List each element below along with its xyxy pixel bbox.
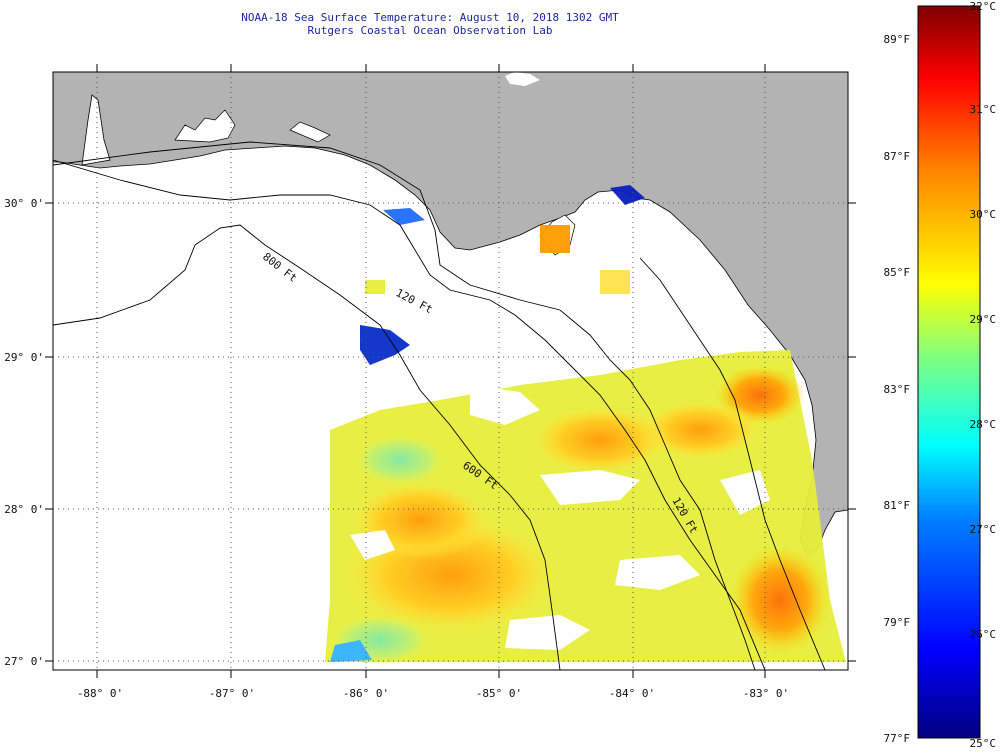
fahrenheit-label: 83°F <box>884 383 911 396</box>
lon-label: -88° 0' <box>77 687 123 700</box>
colorbar: 89°F 87°F 85°F 83°F 81°F 79°F 77°F 32°C … <box>884 0 997 750</box>
celsius-label: 26°C <box>970 628 997 641</box>
celsius-label: 29°C <box>970 313 997 326</box>
fahrenheit-label: 79°F <box>884 616 911 629</box>
map-frame <box>52 71 849 671</box>
colorbar-celsius-labels: 32°C 31°C 30°C 29°C 28°C 27°C 26°C 25°C <box>970 0 997 750</box>
celsius-label: 32°C <box>970 0 997 13</box>
lon-label: -84° 0' <box>609 687 655 700</box>
lat-label: 28° 0' <box>4 503 44 516</box>
colorbar-gradient <box>917 5 981 739</box>
fahrenheit-label: 85°F <box>884 266 911 279</box>
latitude-labels: 30° 0' 29° 0' 28° 0' 27° 0' <box>4 197 44 668</box>
celsius-label: 28°C <box>970 418 997 431</box>
map-subtitle: Rutgers Coastal Ocean Observation Lab <box>307 24 553 37</box>
fahrenheit-label: 89°F <box>884 33 911 46</box>
mobile-bay-peninsula <box>81 94 111 166</box>
lon-label: -86° 0' <box>343 687 389 700</box>
lon-label: -85° 0' <box>476 687 522 700</box>
map-title: NOAA-18 Sea Surface Temperature: August … <box>241 11 619 24</box>
coastal-bays <box>174 109 576 256</box>
sst-data-field <box>325 185 846 665</box>
frame-ticks <box>45 64 856 678</box>
fahrenheit-label: 77°F <box>884 732 911 745</box>
lat-label: 30° 0' <box>4 197 44 210</box>
fahrenheit-label: 81°F <box>884 499 911 512</box>
lat-label: 29° 0' <box>4 351 44 364</box>
lat-label: 27° 0' <box>4 655 44 668</box>
lon-label: -83° 0' <box>743 687 789 700</box>
map-area <box>53 72 848 670</box>
celsius-label: 25°C <box>970 737 997 750</box>
celsius-label: 31°C <box>970 103 997 116</box>
celsius-label: 30°C <box>970 208 997 221</box>
colorbar-fahrenheit-labels: 89°F 87°F 85°F 83°F 81°F 79°F 77°F <box>884 33 911 745</box>
lake-okeechobee-hint <box>505 72 540 86</box>
longitude-labels: -88° 0' -87° 0' -86° 0' -85° 0' -84° 0' … <box>77 687 789 700</box>
isobath-lines <box>53 141 826 670</box>
lon-label: -87° 0' <box>209 687 255 700</box>
fahrenheit-label: 87°F <box>884 150 911 163</box>
celsius-label: 27°C <box>970 523 997 536</box>
